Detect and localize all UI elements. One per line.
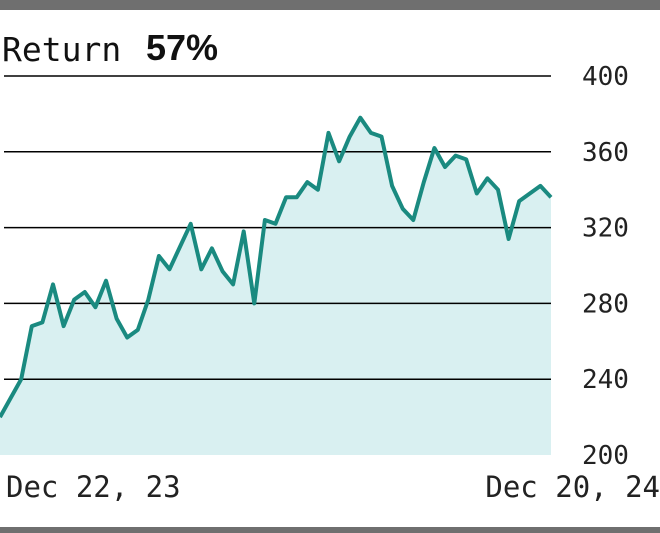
y-tick-label: 240 bbox=[582, 365, 629, 395]
return-value: 57% bbox=[146, 27, 219, 68]
series-line bbox=[0, 115, 553, 419]
grid-lines bbox=[4, 75, 551, 380]
y-tick-label: 280 bbox=[582, 289, 629, 319]
y-tick-label: 400 bbox=[582, 62, 629, 92]
bottom-rule bbox=[0, 527, 660, 533]
area-fill bbox=[0, 117, 551, 455]
y-axis-ticks: 400 360 320 280 240 200 bbox=[582, 62, 629, 471]
return-label: Return bbox=[2, 30, 122, 69]
x-axis-ticks: Dec 22, 23 Dec 20, 24 bbox=[6, 470, 660, 504]
top-rule bbox=[0, 0, 660, 10]
y-tick-label: 200 bbox=[582, 441, 629, 471]
y-tick-label: 320 bbox=[582, 214, 629, 244]
y-tick-label: 360 bbox=[582, 138, 629, 168]
x-tick-label: Dec 22, 23 bbox=[6, 470, 181, 504]
x-tick-label: Dec 20, 24 bbox=[485, 470, 660, 504]
